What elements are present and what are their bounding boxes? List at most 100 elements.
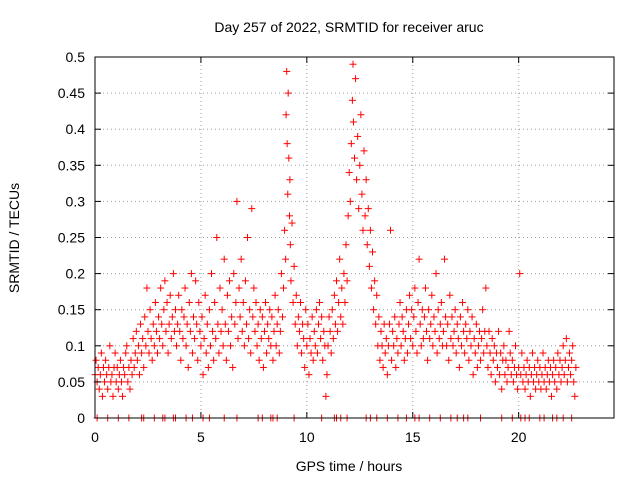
- y-tick-label: 0.15: [58, 302, 85, 318]
- data-point: [183, 320, 191, 328]
- data-point: [264, 320, 272, 328]
- data-point: [463, 335, 471, 343]
- data-point: [437, 298, 445, 306]
- data-point: [436, 320, 444, 328]
- data-point: [363, 241, 371, 249]
- data-point: [325, 313, 333, 321]
- data-point: [503, 378, 511, 386]
- data-point: [277, 270, 285, 278]
- data-point: [186, 327, 194, 335]
- data-point: [412, 327, 420, 335]
- data-point: [466, 327, 474, 335]
- data-point: [102, 356, 110, 364]
- data-point: [373, 291, 381, 299]
- x-tick-label: 10: [299, 429, 315, 445]
- data-point: [253, 342, 261, 350]
- data-point: [142, 342, 150, 350]
- data-point: [291, 320, 299, 328]
- data-point: [168, 313, 176, 321]
- data-point: [173, 342, 181, 350]
- data-point: [151, 298, 159, 306]
- data-point: [542, 385, 550, 393]
- data-point: [192, 277, 200, 285]
- data-point: [163, 298, 171, 306]
- data-point: [137, 320, 145, 328]
- data-point: [411, 284, 419, 292]
- data-point: [439, 327, 447, 335]
- data-point: [569, 342, 577, 350]
- data-point: [226, 277, 234, 285]
- data-point: [198, 313, 206, 321]
- data-point: [477, 356, 485, 364]
- data-point: [562, 335, 570, 343]
- data-point: [453, 320, 461, 328]
- data-point: [160, 306, 168, 314]
- data-point: [194, 356, 202, 364]
- data-point: [375, 313, 383, 321]
- data-point: [322, 392, 330, 400]
- data-point: [138, 349, 146, 357]
- data-point: [312, 306, 320, 314]
- data-point: [338, 284, 346, 292]
- data-point: [307, 349, 315, 357]
- data-point: [254, 320, 262, 328]
- data-point: [269, 356, 277, 364]
- data-point: [216, 284, 224, 292]
- data-point: [353, 176, 361, 184]
- data-point: [396, 298, 404, 306]
- data-point: [379, 363, 387, 371]
- data-point: [335, 298, 343, 306]
- data-point: [281, 226, 289, 234]
- data-point: [109, 392, 117, 400]
- data-point: [217, 327, 225, 335]
- data-point: [324, 342, 332, 350]
- data-point: [390, 342, 398, 350]
- data-point: [382, 335, 390, 343]
- data-point: [442, 313, 450, 321]
- data-point: [132, 327, 140, 335]
- data-point: [108, 371, 116, 379]
- data-point: [229, 363, 237, 371]
- data-point: [498, 385, 506, 393]
- data-point: [96, 371, 104, 379]
- data-point: [410, 313, 418, 321]
- data-point: [405, 320, 413, 328]
- data-point: [238, 327, 246, 335]
- data-point: [259, 363, 267, 371]
- data-point: [179, 335, 187, 343]
- data-point: [454, 335, 462, 343]
- data-point: [317, 335, 325, 343]
- data-point: [128, 371, 136, 379]
- data-point: [553, 385, 561, 393]
- y-axis-label: SRMTID / TECUs: [6, 183, 22, 293]
- y-tick-label: 0.2: [66, 266, 86, 282]
- data-point: [451, 306, 459, 314]
- data-point: [286, 241, 294, 249]
- data-point: [184, 363, 192, 371]
- data-point: [285, 212, 293, 220]
- data-point: [521, 385, 529, 393]
- data-point: [493, 363, 501, 371]
- plot-frame: [94, 56, 615, 419]
- data-point: [407, 335, 415, 343]
- data-point: [222, 356, 230, 364]
- data-point: [370, 306, 378, 314]
- data-point: [205, 306, 213, 314]
- data-point: [155, 313, 163, 321]
- data-point: [274, 306, 282, 314]
- data-point: [228, 313, 236, 321]
- data-point: [501, 371, 509, 379]
- data-point: [349, 118, 357, 126]
- data-point: [97, 349, 105, 357]
- data-point: [434, 306, 442, 314]
- data-point: [223, 291, 231, 299]
- data-point: [182, 342, 190, 350]
- data-point: [316, 298, 324, 306]
- data-point: [514, 385, 522, 393]
- data-point: [214, 320, 222, 328]
- data-point: [369, 248, 377, 256]
- data-point: [293, 342, 301, 350]
- data-point: [341, 298, 349, 306]
- data-point: [240, 342, 248, 350]
- data-point: [113, 363, 121, 371]
